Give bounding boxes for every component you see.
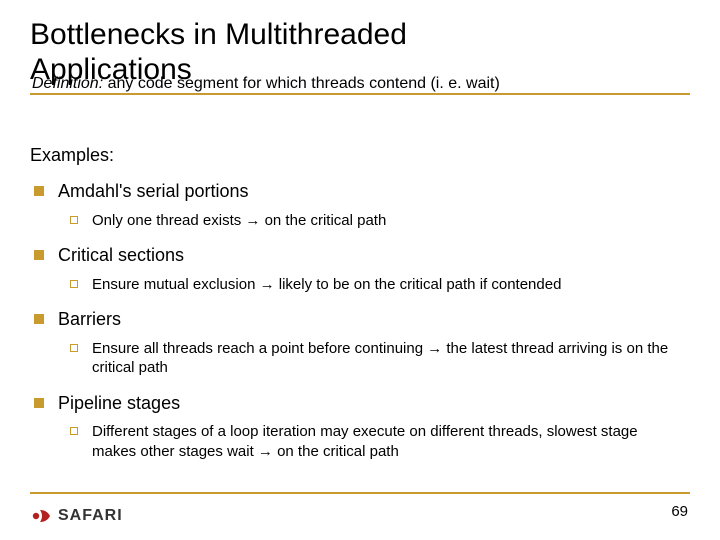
square-bullet-icon: [34, 314, 44, 324]
subitem-text: Ensure all threads reach a point before …: [92, 339, 680, 378]
square-bullet-icon: [34, 186, 44, 196]
logo-text: SAFARI: [58, 507, 123, 525]
hollow-square-bullet-icon: [70, 280, 78, 288]
title-line-1: Bottlenecks in Multithreaded: [30, 18, 407, 51]
subitem-text: Different stages of a loop iteration may…: [92, 422, 680, 461]
item-label: Barriers: [58, 308, 121, 331]
logo-mark-icon: [32, 506, 52, 526]
subitem-text: Ensure mutual exclusion → likely to be o…: [92, 275, 561, 295]
examples-label: Examples:: [30, 145, 690, 166]
hollow-square-bullet-icon: [70, 344, 78, 352]
hollow-square-bullet-icon: [70, 427, 78, 435]
list-item: Critical sections: [34, 244, 690, 267]
square-bullet-icon: [34, 250, 44, 260]
item-label: Amdahl's serial portions: [58, 180, 249, 203]
item-label: Pipeline stages: [58, 392, 180, 415]
divider-bottom: [30, 492, 690, 494]
item-label: Critical sections: [58, 244, 184, 267]
divider-top: [30, 93, 690, 95]
list-item: Pipeline stages: [34, 392, 690, 415]
list-item: Amdahl's serial portions: [34, 180, 690, 203]
hollow-square-bullet-icon: [70, 216, 78, 224]
footer-logo: SAFARI: [32, 506, 123, 526]
list-subitem: Ensure all threads reach a point before …: [70, 339, 680, 378]
list-subitem: Different stages of a loop iteration may…: [70, 422, 680, 461]
definition-rest: any code segment for which threads conte…: [103, 75, 500, 92]
list-subitem: Only one thread exists → on the critical…: [70, 211, 680, 231]
page-number: 69: [671, 503, 688, 520]
square-bullet-icon: [34, 398, 44, 408]
definition-line: Definition: any code segment for which t…: [32, 75, 500, 93]
list-item: Barriers: [34, 308, 690, 331]
list-subitem: Ensure mutual exclusion → likely to be o…: [70, 275, 680, 295]
definition-prefix: Definition:: [32, 75, 103, 92]
subitem-text: Only one thread exists → on the critical…: [92, 211, 386, 231]
slide: Bottlenecks in Multithreaded Application…: [0, 0, 720, 540]
